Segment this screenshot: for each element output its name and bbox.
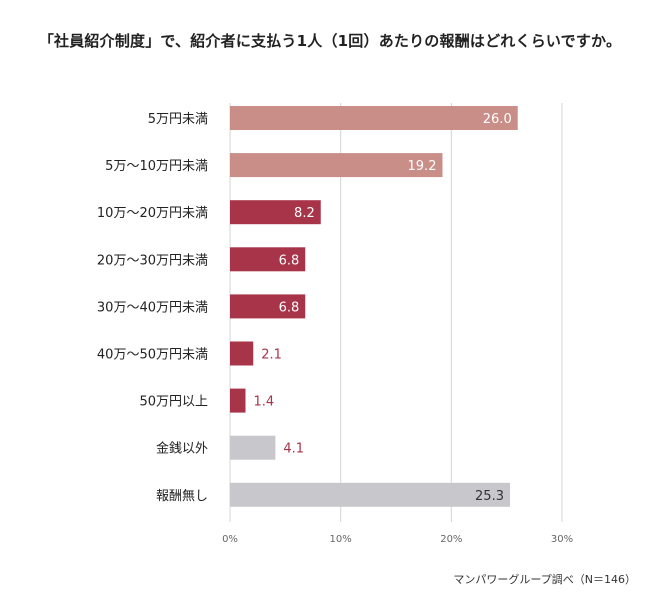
value-label: 8.2 xyxy=(294,206,315,221)
value-label: 26.0 xyxy=(483,112,512,127)
category-label: 金銭以外 xyxy=(156,441,208,457)
bar xyxy=(230,388,246,413)
bar xyxy=(230,106,518,130)
category-labels: 5万円未満 5万～10万円未満 10万～20万円未満 20万～30万円未満 30万～40… xyxy=(97,112,208,504)
value-label: 19.2 xyxy=(408,159,437,174)
value-label: 6.8 xyxy=(279,300,300,315)
x-tick-label: 10% xyxy=(330,534,352,545)
bar xyxy=(230,435,276,460)
value-label: 1.4 xyxy=(253,395,274,410)
source-note: マンパワーグループ調べ（N＝146） xyxy=(453,573,636,586)
bar xyxy=(230,200,321,225)
value-labels: 26.0 19.2 8.2 6.8 6.8 2.1 1.4 4.1 25.3 xyxy=(253,112,511,504)
bar xyxy=(230,153,443,178)
category-label: 50万円以上 xyxy=(139,395,208,410)
x-tick-label: 20% xyxy=(440,534,462,545)
category-label: 30万～40万円未満 xyxy=(97,300,208,315)
x-tick-labels: 0% 10% 20% 30% xyxy=(222,534,573,545)
category-label: 報酬無し xyxy=(156,489,208,504)
x-tick-label: 30% xyxy=(551,534,573,545)
bars xyxy=(230,106,518,507)
category-label: 10万～20万円未満 xyxy=(97,206,208,221)
category-label: 5万円未満 xyxy=(148,112,208,127)
value-label: 2.1 xyxy=(261,348,282,363)
category-label: 20万～30万円未満 xyxy=(97,253,208,268)
bar xyxy=(230,247,306,272)
value-label: 6.8 xyxy=(279,253,300,268)
value-label: 25.3 xyxy=(475,489,504,504)
bar xyxy=(230,482,510,507)
chart-title: 「社員紹介制度」で、紹介者に支払う1人（1回）あたりの報酬はどれくらいですか。 xyxy=(38,32,622,50)
category-label: 5万～10万円未満 xyxy=(105,159,208,174)
value-label: 4.1 xyxy=(283,442,304,457)
category-label: 40万～50万円未満 xyxy=(97,348,208,363)
bar xyxy=(230,341,254,366)
bar xyxy=(230,294,306,319)
x-tick-label: 0% xyxy=(222,534,238,545)
